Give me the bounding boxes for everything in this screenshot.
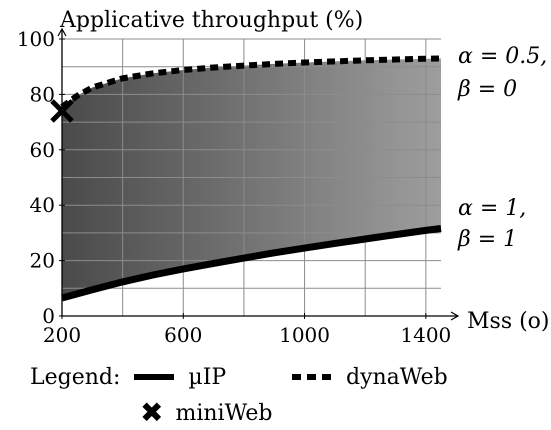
x-axis-arrow: [450, 311, 460, 321]
legend-label-dynaweb: dynaWeb: [346, 364, 448, 390]
x-tick-label: 600: [164, 323, 202, 347]
series-line: [61, 225, 442, 302]
legend-label-uip: µIP: [188, 364, 227, 390]
axes: [57, 27, 460, 321]
series-annotation: β = 1: [457, 227, 517, 252]
legend-swatch-dynaweb: [292, 374, 332, 380]
series-annotations: α = 1, β = 1 α = 0.5, β = 0: [457, 44, 547, 252]
x-tick-label: 200: [43, 323, 81, 347]
y-tick-label: 0: [42, 304, 55, 328]
legend-marker-miniweb-icon: ✖: [140, 396, 164, 429]
x-tick-label: 1000: [279, 323, 330, 347]
y-tick-label: 60: [30, 138, 55, 162]
y-tick-label: 20: [30, 249, 55, 273]
x-tick-label: 1400: [400, 323, 451, 347]
series-line: [60, 55, 442, 110]
y-tick-label: 40: [30, 193, 55, 217]
legend-row-1: Legend: µIP: [30, 362, 226, 392]
grid: [61, 38, 441, 316]
series-annotation: α = 0.5,: [458, 44, 547, 69]
legend-swatch-uip: [134, 374, 175, 380]
y-axis-arrow: [57, 27, 67, 37]
chart: 0 20 40 60 80 100 200 600 1000 1400 Applicative t…: [17, 8, 550, 347]
legend: Legend: µIP dynaWeb ✖ miniWeb: [0, 358, 551, 430]
y-axis-label: Applicative throughput (%): [59, 8, 363, 33]
y-tick-label: 80: [30, 82, 55, 106]
series-annotation: α = 1,: [458, 196, 526, 221]
legend-title: Legend:: [30, 364, 121, 390]
fill-between-area: [62, 58, 441, 299]
legend-row-2: ✖ miniWeb: [140, 398, 273, 428]
legend-row-1b: dynaWeb: [292, 362, 448, 392]
fill-area-layer: [62, 58, 441, 299]
series-annotation: β = 0: [457, 77, 517, 102]
y-tick-label: 100: [17, 27, 55, 51]
x-axis-label: Mss (o): [467, 309, 550, 334]
tick-labels: 0 20 40 60 80 100 200 600 1000 1400: [17, 27, 451, 347]
legend-label-miniweb: miniWeb: [175, 400, 273, 426]
